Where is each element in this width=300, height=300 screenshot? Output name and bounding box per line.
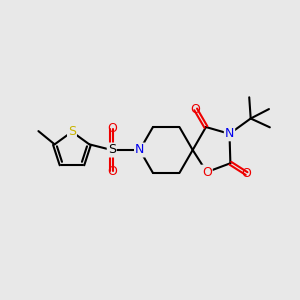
Text: O: O — [107, 165, 117, 178]
Text: O: O — [191, 103, 201, 116]
Text: S: S — [108, 143, 116, 157]
Text: O: O — [202, 166, 212, 178]
Text: O: O — [242, 167, 251, 180]
Text: O: O — [107, 122, 117, 135]
Text: S: S — [68, 125, 76, 138]
Text: N: N — [225, 127, 234, 140]
Text: N: N — [135, 143, 144, 157]
